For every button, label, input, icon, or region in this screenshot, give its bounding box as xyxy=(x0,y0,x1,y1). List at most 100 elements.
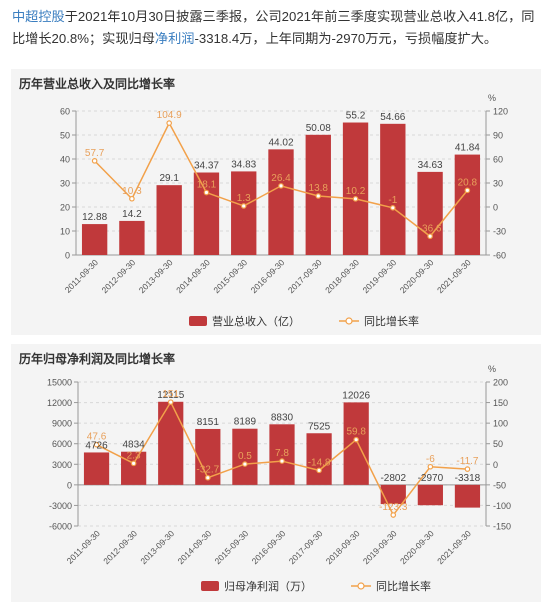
profit-chart: -6000 -3000 0 3000 6000 9000 12000 15000 -150 -10… xyxy=(47,364,511,593)
y2-tick-label: 0 xyxy=(493,203,498,213)
y-tick-label: 3000 xyxy=(52,460,72,470)
y2-unit-label: % xyxy=(488,364,496,374)
y2-tick-label: 30 xyxy=(493,179,503,189)
x-tick-label: 2014-09-30 xyxy=(175,528,213,566)
x-tick-label: 2015-09-30 xyxy=(211,257,249,295)
x-tick-label: 2021-09-30 xyxy=(435,257,473,295)
growth-value-label: 0.5 xyxy=(238,451,252,462)
growth-point xyxy=(353,436,359,443)
bar xyxy=(380,484,406,505)
growth-point xyxy=(166,120,172,126)
y-tick-label: 6000 xyxy=(52,439,72,449)
bar xyxy=(232,428,258,485)
bar xyxy=(156,185,182,255)
bar-value-label: 54.66 xyxy=(380,112,405,123)
x-tick-label: 2020-09-30 xyxy=(398,257,436,295)
x-tick-label: 2011-09-30 xyxy=(63,257,101,295)
legend-line-marker xyxy=(357,582,365,590)
bar xyxy=(454,154,481,255)
growth-point xyxy=(278,183,284,189)
growth-value-label: -11.7 xyxy=(456,456,478,467)
bar-value-label: -2802 xyxy=(380,473,406,484)
growth-point xyxy=(240,203,247,209)
legend-bar-swatch xyxy=(189,316,207,326)
y2-tick-label: 50 xyxy=(493,439,503,449)
growth-value-label: -1 xyxy=(388,195,397,206)
growth-value-label: -6 xyxy=(426,454,435,465)
growth-point xyxy=(203,189,210,196)
growth-point xyxy=(130,460,137,467)
bar xyxy=(454,484,481,508)
growth-value-label: -14.8 xyxy=(308,457,331,468)
y-tick-label: 10 xyxy=(60,227,70,237)
growth-value-label: 20.8 xyxy=(458,177,478,188)
x-tick-label: 2012-09-30 xyxy=(101,528,139,566)
growth-value-label: -36.6 xyxy=(419,223,442,234)
y-tick-label: 20 xyxy=(60,203,70,213)
bar-value-label: 34.63 xyxy=(418,160,443,171)
legend-line-label: 同比增长率 xyxy=(364,314,419,328)
profit-chart-title: 历年归母净利润及同比增长率 xyxy=(19,352,176,366)
bar xyxy=(417,484,443,506)
growth-point xyxy=(390,205,396,211)
bar xyxy=(417,171,443,255)
growth-point xyxy=(464,187,471,194)
revenue-chart: 0 10 20 30 40 50 60 -60 -30 0 30 60 90 120% 12.88 14.2 2… xyxy=(60,93,508,328)
growth-value-label: 26.4 xyxy=(271,173,291,184)
bar-value-label: 8189 xyxy=(234,417,257,428)
legend-bar-label: 归母净利润（万） xyxy=(224,579,312,593)
legend-bar-swatch xyxy=(201,581,219,591)
growth-point xyxy=(315,193,322,199)
x-tick-label: 2017-09-30 xyxy=(287,528,325,566)
y2-tick-label: -100 xyxy=(493,501,511,511)
x-tick-label: 2016-09-30 xyxy=(250,528,288,566)
growth-value-label: -32.7 xyxy=(196,465,219,476)
x-tick-label: 2013-09-30 xyxy=(137,257,175,295)
growth-point xyxy=(167,399,174,405)
growth-value-label: 104.9 xyxy=(157,110,182,121)
x-tick-label: 2019-09-30 xyxy=(361,528,399,566)
bar xyxy=(343,402,369,485)
growth-value-label: 57.7 xyxy=(85,148,105,159)
bar-value-label: 41.84 xyxy=(455,143,480,154)
bar xyxy=(121,451,147,485)
company-link[interactable]: 中超控股 xyxy=(12,9,65,24)
bar-value-label: 44.02 xyxy=(268,137,293,148)
x-tick-label: 2016-09-30 xyxy=(249,257,287,295)
bar-value-label: 4834 xyxy=(123,440,146,451)
bar-value-label: 12.88 xyxy=(82,212,107,223)
y-tick-label: 30 xyxy=(60,179,70,189)
bar-value-label: 7525 xyxy=(308,421,331,432)
y2-tick-label: 0 xyxy=(493,460,498,470)
y-tick-label: 0 xyxy=(65,251,70,261)
y2-tick-label: -50 xyxy=(493,480,506,490)
bar xyxy=(193,172,220,255)
intro-text: 中超控股于2021年10月30日披露三季报，公司2021年前三季度实现营业总收入… xyxy=(12,6,540,50)
y-tick-label: 12000 xyxy=(47,398,72,408)
growth-value-label: 10.3 xyxy=(122,186,142,197)
growth-value-label: 18.1 xyxy=(197,180,217,191)
bar xyxy=(231,171,257,255)
profit-chart-panel: 历年归母净利润及同比增长率 -6000 -3000 0 3000 6000 9000 120… xyxy=(11,344,541,602)
growth-point xyxy=(279,458,285,464)
growth-point xyxy=(427,463,434,470)
bar-value-label: 8830 xyxy=(271,412,294,423)
x-tick-label: 2011-09-30 xyxy=(65,528,103,566)
y2-tick-label: -30 xyxy=(493,227,506,237)
y2-tick-label: 120 xyxy=(493,107,508,117)
growth-point xyxy=(129,195,135,202)
x-tick-label: 2018-09-30 xyxy=(323,257,361,295)
growth-point xyxy=(464,466,471,472)
y-tick-label: -6000 xyxy=(49,522,72,532)
growth-value-label: 13.8 xyxy=(309,183,329,194)
profit-link[interactable]: 净利润 xyxy=(154,31,195,46)
intro-part1: 于2021年10月30日披露三季报，公司2021年前三季度实现营业总收入41.8… xyxy=(12,9,535,46)
y-tick-label: 40 xyxy=(60,155,70,165)
growth-value-label: 7.8 xyxy=(275,448,289,459)
y-tick-label: 9000 xyxy=(52,419,72,429)
bar xyxy=(269,424,295,485)
x-tick-label: 2019-09-30 xyxy=(360,257,398,295)
bar xyxy=(83,452,110,485)
y-tick-label: -3000 xyxy=(49,501,72,511)
growth-point xyxy=(390,512,397,518)
